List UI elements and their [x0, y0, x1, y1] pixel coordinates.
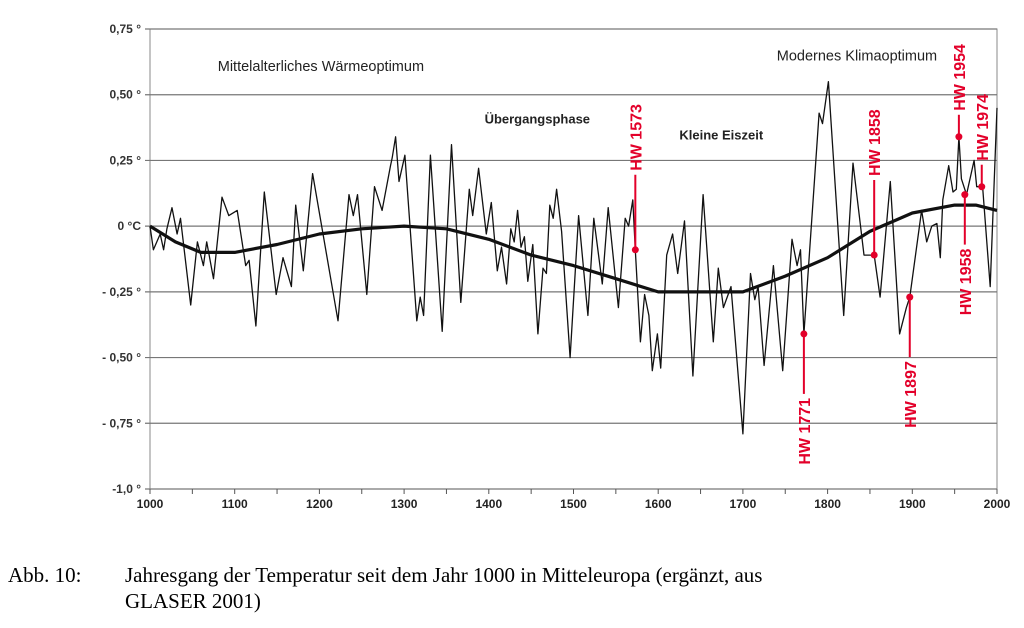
- caption-label: Abb. 10:: [8, 563, 82, 587]
- period-annotation: Modernes Klimaoptimum: [777, 49, 937, 65]
- event-label: HW 1897: [903, 361, 920, 428]
- event-marker: [800, 330, 808, 338]
- caption-line-1: Jahresgang der Temperatur seit dem Jahr …: [125, 563, 763, 587]
- event-label: HW 1954: [952, 44, 969, 111]
- x-tick-label: 1200: [306, 497, 333, 511]
- smoothed-trend-line: [149, 203, 998, 294]
- y-tick-label: 0,50 °: [110, 88, 142, 102]
- annual-temperature-line: [149, 80, 998, 435]
- x-tick-label: 1000: [137, 497, 164, 511]
- x-tick-label: 1800: [814, 497, 841, 511]
- event-marker: [961, 191, 969, 199]
- period-annotation: Kleine Eiszeit: [679, 127, 763, 142]
- y-tick-label: - 0,50 °: [102, 351, 141, 365]
- y-tick-label: 0,75 °: [110, 22, 142, 36]
- caption-line-2: GLASER 2001): [125, 589, 261, 613]
- x-tick-label: 1500: [560, 497, 587, 511]
- x-tick-label: 1900: [899, 497, 926, 511]
- temperature-chart: 0,75 ° 0,50 ° 0,25 ° 0 °C - 0,25 ° - 0,50 ° - …: [102, 22, 1011, 511]
- x-tick-label: 1400: [475, 497, 502, 511]
- x-tick-label: 1600: [645, 497, 672, 511]
- period-annotation: Übergangsphase: [485, 112, 590, 127]
- event-marker: [870, 251, 878, 259]
- y-tick-label: - 0,25 °: [102, 285, 141, 299]
- event-label: HW 1958: [958, 249, 975, 316]
- event-marker: [978, 183, 986, 191]
- x-tick-label: 2000: [984, 497, 1011, 511]
- x-tick-label: 1700: [730, 497, 757, 511]
- event-label: HW 1573: [628, 104, 645, 171]
- y-tick-label: - 0,75 °: [102, 416, 141, 430]
- event-label: HW 1771: [797, 398, 814, 465]
- event-marker: [631, 246, 639, 254]
- figure-caption: Abb. 10: Jahresgang der Temperatur seit d…: [8, 562, 1018, 614]
- event-label: HW 1974: [975, 94, 992, 161]
- event-marker: [906, 293, 914, 301]
- y-tick-label: 0 °C: [118, 219, 142, 233]
- y-tick-label: -1,0 °: [112, 482, 141, 496]
- event-marker: [955, 133, 963, 141]
- y-tick-label: 0,25 °: [110, 153, 142, 167]
- event-label: HW 1858: [867, 109, 884, 176]
- x-tick-label: 1100: [222, 497, 248, 511]
- plot-frame: [149, 28, 998, 490]
- x-tick-label: 1300: [391, 497, 418, 511]
- period-annotation: Mittelalterliches Wärmeoptimum: [218, 59, 424, 75]
